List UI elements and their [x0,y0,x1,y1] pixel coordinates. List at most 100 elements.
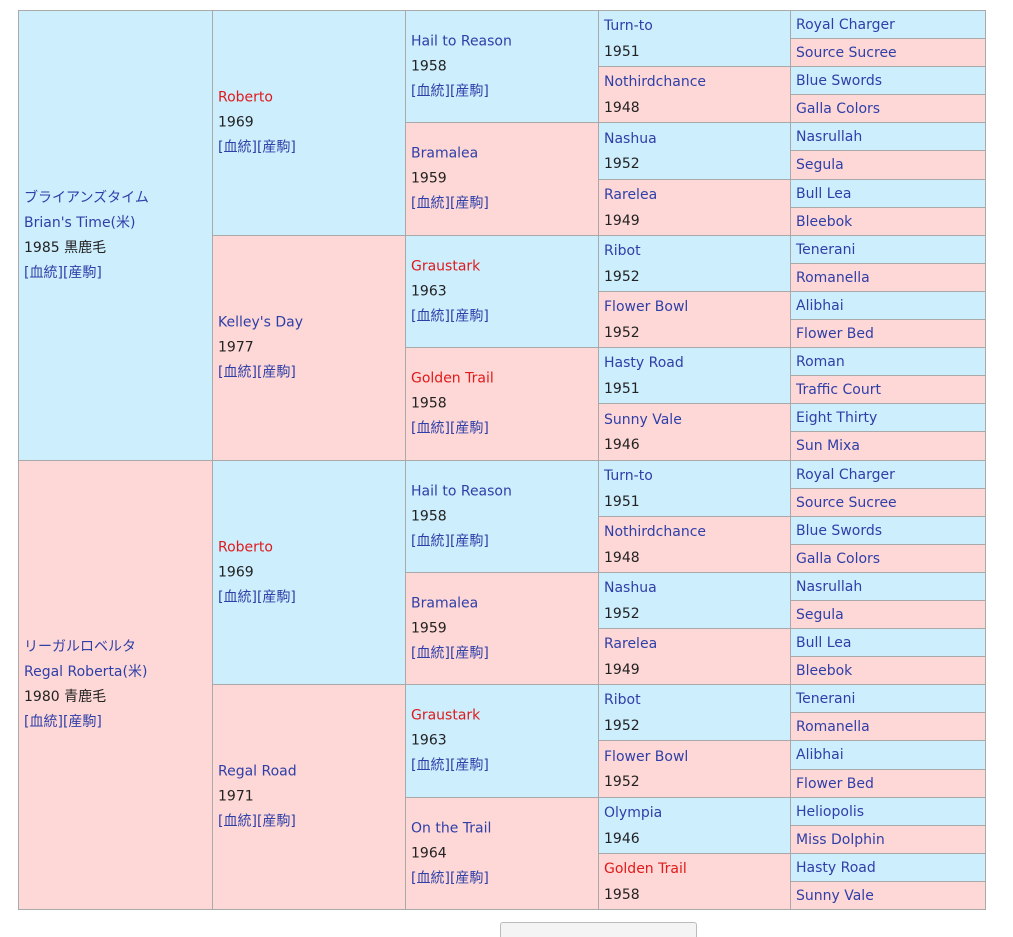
pedigree-links: [血統][産駒] [411,79,596,104]
horse-name[interactable]: Source Sucree [796,44,897,61]
horse-name[interactable]: Roberto [218,89,273,106]
horse-year: 1952 [604,605,640,622]
horse-name[interactable]: Sunny Vale [604,411,682,428]
bloodline-link[interactable]: [血統] [218,813,257,830]
horse-name[interactable]: Heliopolis [796,803,865,820]
horse-name[interactable]: Hasty Road [796,859,876,876]
horse-name[interactable]: Blue Swords [796,72,883,89]
horse-name[interactable]: Bramalea [411,595,479,611]
bloodline-link[interactable]: [血統] [218,589,257,605]
horse-name-ja[interactable]: ブライアンズタイム [24,189,149,206]
horse-name[interactable]: Rarelea [604,187,658,204]
horse-name[interactable]: Eight Thirty [796,409,878,426]
horse-name[interactable]: Segula [796,606,844,623]
horse-name[interactable]: Flower Bed [796,325,874,342]
horse-info: Hail to Reason 1958 [血統][産駒] [411,479,596,554]
horse-name[interactable]: Regal Road [218,763,297,780]
horse-name[interactable]: Turn-to [604,18,653,35]
gen4-cell: Flower Bowl 1952 [598,291,791,348]
offspring-link[interactable]: [産駒] [449,308,489,324]
offspring-link[interactable]: [産駒] [449,420,489,437]
offspring-link[interactable]: [産駒] [256,139,296,156]
horse-name[interactable]: Olympia [604,805,663,822]
offspring-link[interactable]: [産駒] [449,195,489,212]
horse-name[interactable]: Alibhai [796,747,844,763]
offspring-link[interactable]: [産駒] [449,870,489,886]
horse-name[interactable]: Nashua [604,580,657,597]
horse-name[interactable]: Galla Colors [796,550,881,567]
bloodline-link[interactable]: [血統] [24,264,63,281]
horse-name-ja[interactable]: リーガルロベルタ [24,639,136,655]
horse-name[interactable]: Romanella [796,718,870,735]
horse-name[interactable]: Blue Swords [796,522,883,539]
offspring-link[interactable]: [産駒] [449,533,489,549]
horse-name[interactable]: Ribot [604,692,641,709]
horse-name[interactable]: Roberto [218,539,273,555]
horse-name[interactable]: Source Sucree [796,494,897,511]
bloodline-link[interactable]: [血統] [24,714,63,730]
horse-name[interactable]: Graustark [411,258,481,274]
horse-name[interactable]: Hail to Reason [411,483,512,499]
horse-name[interactable]: Royal Charger [796,16,895,33]
horse-name[interactable]: Bull Lea [796,634,852,651]
horse-name[interactable]: Bleebok [796,662,853,679]
horse-name[interactable]: Flower Bowl [604,299,689,316]
offspring-link[interactable]: [産駒] [62,264,102,281]
horse-name[interactable]: Hasty Road [604,355,684,372]
horse-name-en[interactable]: Brian's Time(米) [24,214,136,231]
horse-name[interactable]: Graustark [411,707,481,724]
horse-name[interactable]: Romanella [796,269,870,286]
offspring-link[interactable]: [産駒] [449,757,489,774]
bloodline-link[interactable]: [血統] [411,533,450,549]
horse-name[interactable]: Hail to Reason [411,33,512,49]
bloodline-link[interactable]: [血統] [411,420,450,437]
horse-name[interactable]: Flower Bed [796,775,874,792]
horse-name[interactable]: Miss Dolphin [796,831,885,848]
horse-name[interactable]: Nothirdchance [604,524,707,541]
horse-info: Graustark 1963 [血統][産駒] [411,254,596,329]
gen4-cell: Nashua 1952 [598,572,791,629]
horse-name[interactable]: Bramalea [411,145,479,162]
offspring-link[interactable]: [産駒] [256,364,296,381]
bloodline-link[interactable]: [血統] [411,645,450,661]
offspring-link[interactable]: [産駒] [449,83,489,99]
horse-name[interactable]: Golden Trail [411,370,494,387]
horse-name[interactable]: Nothirdchance [604,74,707,91]
horse-name[interactable]: Ribot [604,243,641,260]
horse-name[interactable]: Alibhai [796,297,844,314]
horse-name[interactable]: Golden Trail [604,861,687,878]
horse-name[interactable]: Nashua [604,130,657,147]
bloodline-link[interactable]: [血統] [411,83,450,99]
bloodline-link[interactable]: [血統] [218,364,257,381]
horse-name[interactable]: Nasrullah [796,128,863,145]
horse-name[interactable]: Flower Bowl [604,748,689,765]
horse-name[interactable]: Tenerani [796,690,856,707]
bloodline-link[interactable]: [血統] [411,308,450,324]
pedigree-links: [血統][産駒] [24,261,210,286]
bloodline-link[interactable]: [血統] [411,195,450,212]
horse-name[interactable]: Tenerani [796,241,856,258]
offspring-link[interactable]: [産駒] [256,813,296,830]
offspring-link[interactable]: [産駒] [62,714,102,730]
horse-name[interactable]: Bleebok [796,213,853,230]
horse-name[interactable]: Royal Charger [796,466,895,483]
horse-name[interactable]: Nasrullah [796,578,863,595]
horse-name[interactable]: Segula [796,157,844,173]
bloodline-link[interactable]: [血統] [411,757,450,774]
horse-name[interactable]: Sun Mixa [796,438,860,454]
offspring-link[interactable]: [産駒] [256,589,296,605]
horse-name[interactable]: Sunny Vale [796,887,874,904]
horse-name[interactable]: Roman [796,353,845,370]
horse-name[interactable]: Rarelea [604,636,658,653]
horse-name[interactable]: Bull Lea [796,185,852,202]
horse-name[interactable]: On the Trail [411,820,492,836]
horse-name-en[interactable]: Regal Roberta(米) [24,664,148,680]
offspring-link[interactable]: [産駒] [449,645,489,661]
horse-name[interactable]: Traffic Court [796,381,881,398]
horse-name[interactable]: Galla Colors [796,100,881,117]
bloodline-link[interactable]: [血統] [411,870,450,886]
horse-year: 1946 [604,830,640,847]
horse-name[interactable]: Kelley's Day [218,314,304,331]
horse-name[interactable]: Turn-to [604,468,653,485]
bloodline-link[interactable]: [血統] [218,139,257,156]
